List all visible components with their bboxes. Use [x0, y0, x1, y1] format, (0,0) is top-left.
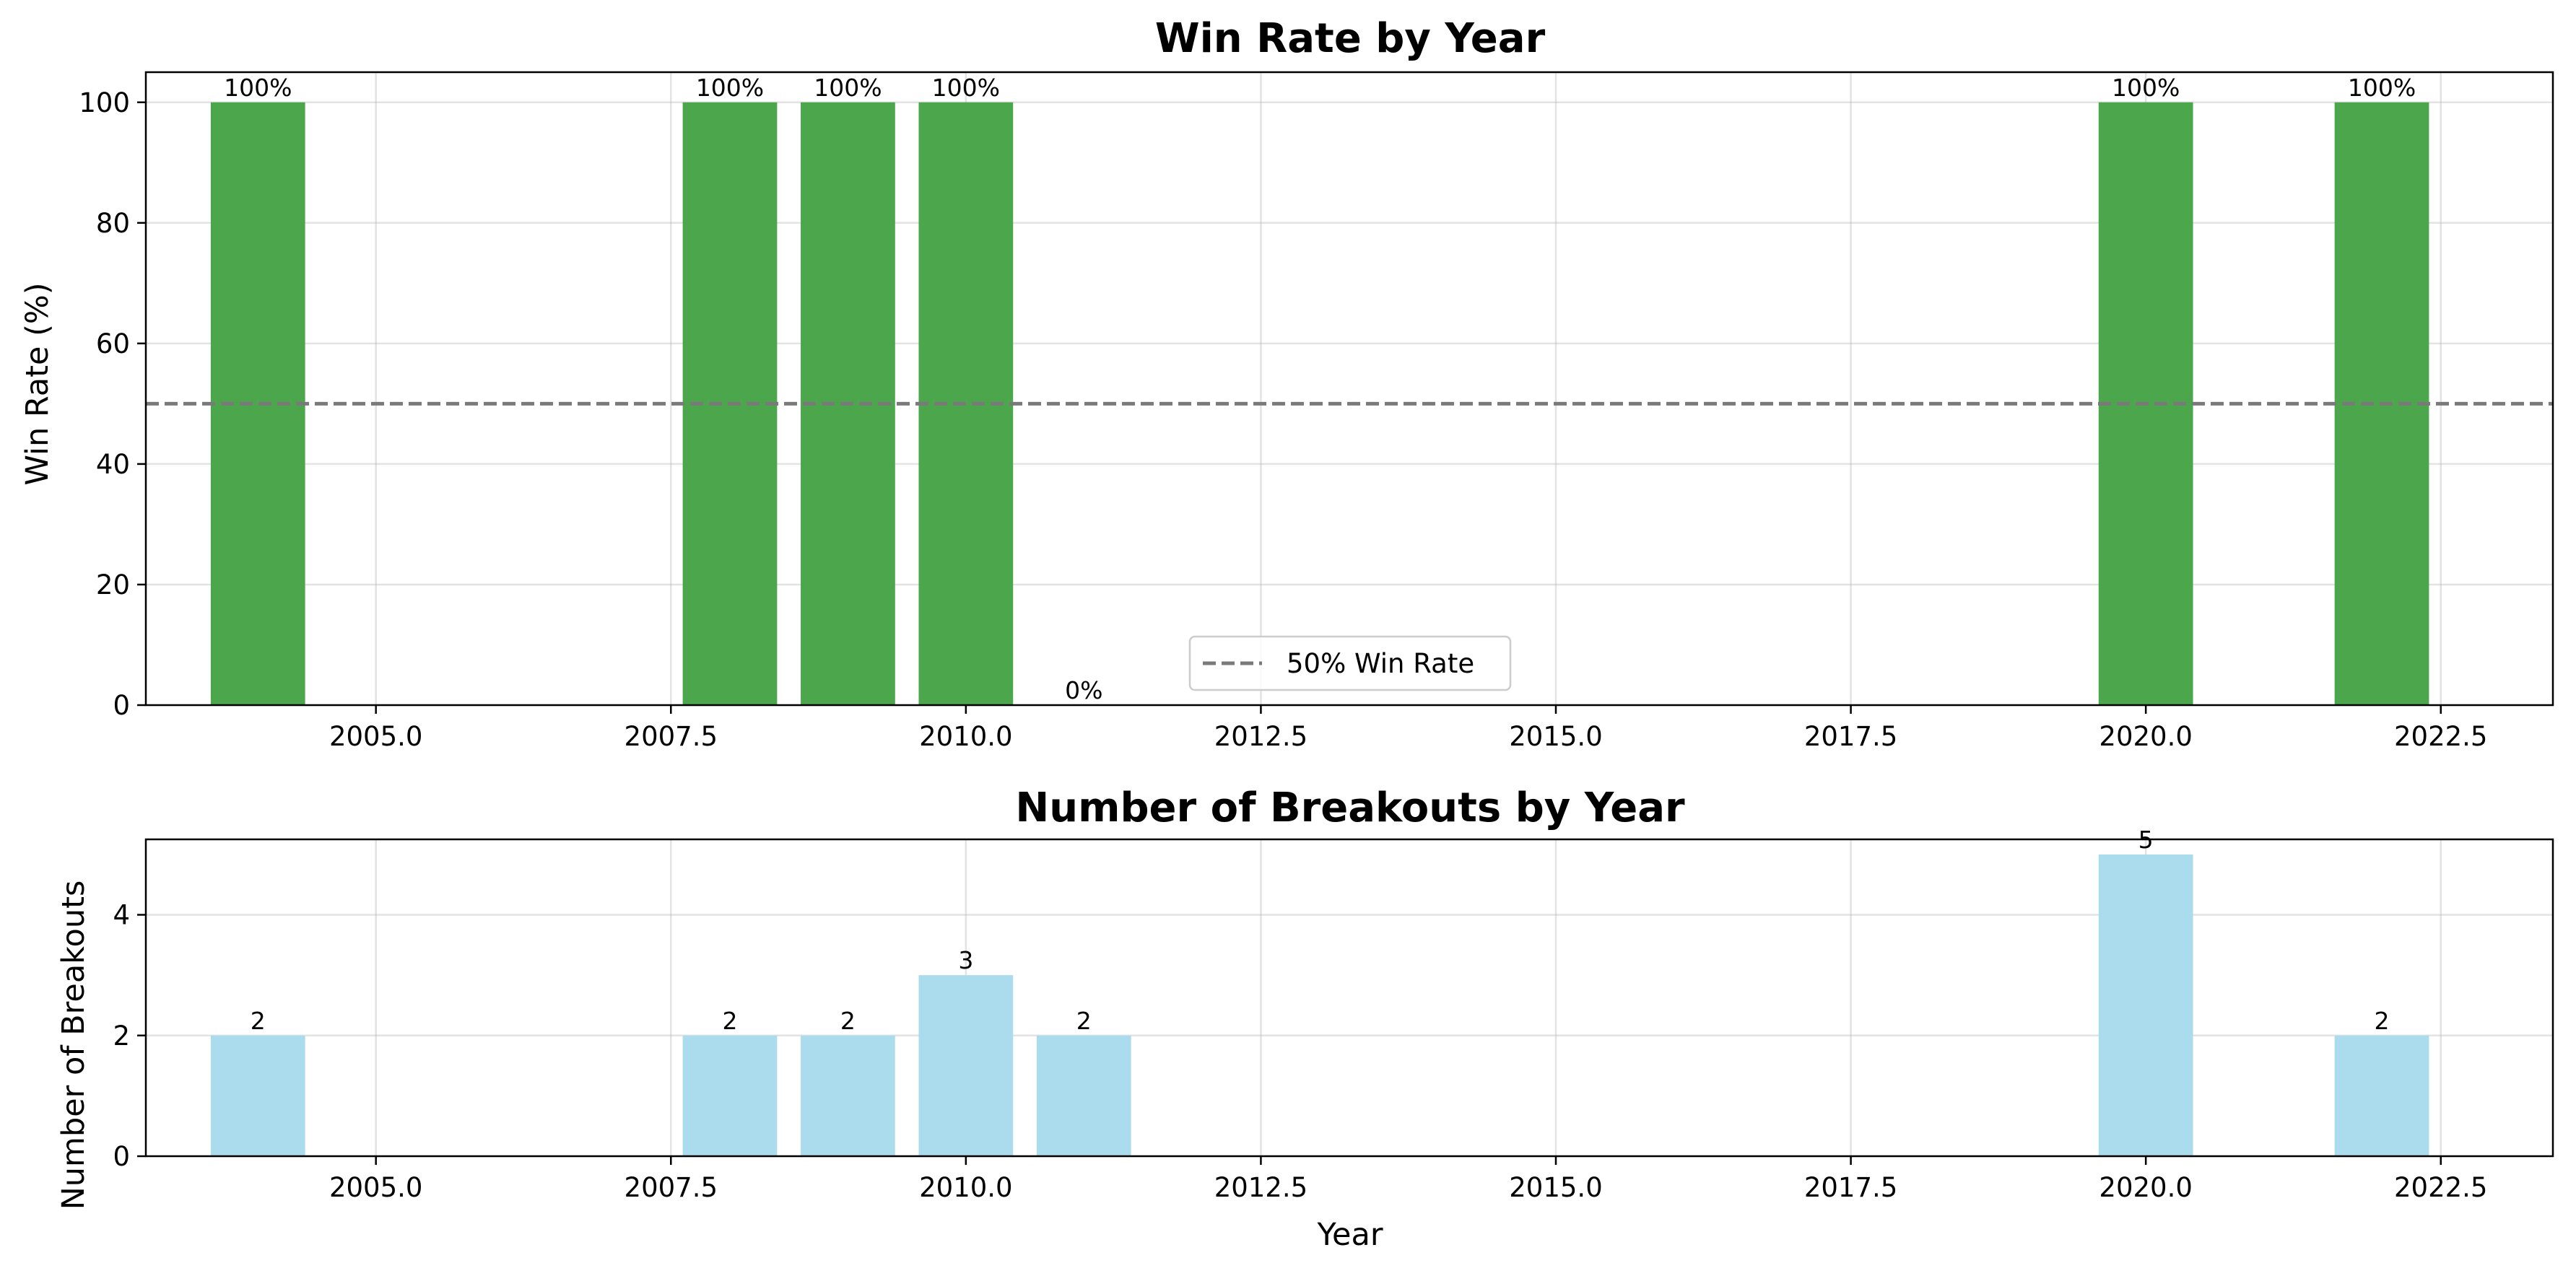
- win-rate-bar-value-label: 100%: [224, 74, 292, 102]
- win-rate-bar-value-label: 100%: [2112, 74, 2180, 102]
- breakouts-chart-title: Number of Breakouts by Year: [1015, 785, 1685, 831]
- breakouts-ticks: 2005.0 2007.5 2010.0 2012.5 2015.0 2017.5 2020…: [113, 900, 2487, 1203]
- win-rate-bar-value-label: 100%: [814, 74, 882, 102]
- win-rate-plot-frame: [144, 71, 2554, 707]
- breakouts-plot-frame: [144, 838, 2554, 1158]
- breakouts-bar: [1036, 1035, 1131, 1156]
- win-rate-x-tick-label: 2010.0: [919, 721, 1012, 752]
- breakouts-x-tick-label: 2020.0: [2099, 1172, 2192, 1203]
- breakouts-y-axis-label: Number of Breakouts: [56, 880, 92, 1210]
- win-rate-bar-value-label: 100%: [696, 74, 764, 102]
- breakouts-bar: [2098, 854, 2193, 1156]
- breakouts-chart: Number of Breakouts by Year Number of Br…: [56, 785, 2554, 1253]
- win-rate-chart-title: Win Rate by Year: [1155, 15, 1546, 62]
- win-rate-y-tick-label: 60: [96, 328, 130, 359]
- win-rate-x-tick-label: 2005.0: [329, 721, 422, 752]
- breakouts-x-tick-label: 2007.5: [625, 1172, 718, 1203]
- breakouts-y-tick-label: 2: [113, 1021, 130, 1052]
- breakouts-bar-value-label: 3: [958, 946, 973, 974]
- legend-entry-label: 50% Win Rate: [1287, 648, 1474, 679]
- breakouts-x-tick-label: 2017.5: [1804, 1172, 1897, 1203]
- win-rate-y-tick-label: 100: [79, 87, 130, 118]
- win-rate-bar-value-label: 100%: [2348, 74, 2416, 102]
- win-rate-x-tick-label: 2022.5: [2394, 721, 2487, 752]
- win-rate-y-tick-label: 80: [96, 208, 130, 239]
- breakouts-bar-value-label: 2: [251, 1007, 266, 1035]
- win-rate-y-tick-label: 20: [96, 569, 130, 600]
- win-rate-ticks: 2005.0 2007.5 2010.0 2012.5 2015.0 2017.5 2020…: [79, 87, 2487, 752]
- win-rate-y-tick-label: 0: [113, 690, 130, 721]
- breakouts-y-tick-label: 0: [113, 1141, 130, 1172]
- win-rate-x-tick-label: 2015.0: [1509, 721, 1602, 752]
- win-rate-data-labels: 100% 100% 100% 100% 0% 100% 100%: [224, 74, 2416, 704]
- breakouts-bar: [682, 1035, 778, 1156]
- breakouts-x-tick-label: 2010.0: [919, 1172, 1012, 1203]
- win-rate-x-tick-label: 2020.0: [2099, 721, 2192, 752]
- win-rate-y-axis-label: Win Rate (%): [19, 282, 56, 485]
- win-rate-x-tick-label: 2012.5: [1214, 721, 1307, 752]
- breakouts-x-tick-label: 2012.5: [1214, 1172, 1307, 1203]
- breakouts-bar: [801, 1035, 895, 1156]
- breakouts-x-tick-label: 2005.0: [329, 1172, 422, 1203]
- breakouts-bar: [918, 975, 1014, 1156]
- win-rate-x-tick-label: 2017.5: [1804, 721, 1897, 752]
- win-rate-bar-value-label: 100%: [932, 74, 1000, 102]
- breakouts-bar: [210, 1035, 305, 1156]
- breakouts-x-axis-label: Year: [1316, 1217, 1383, 1253]
- breakouts-bar-value-label: 2: [1076, 1007, 1092, 1035]
- win-rate-legend: 50% Win Rate: [1188, 635, 1512, 691]
- breakouts-bar-value-label: 2: [2375, 1007, 2390, 1035]
- breakouts-bar-value-label: 2: [840, 1007, 856, 1035]
- breakouts-y-tick-label: 4: [113, 900, 130, 931]
- breakouts-x-tick-label: 2022.5: [2394, 1172, 2487, 1203]
- breakouts-x-tick-label: 2015.0: [1509, 1172, 1602, 1203]
- breakouts-bars: [210, 854, 2429, 1156]
- win-rate-chart: Win Rate by Year Win Rate (%) 100% 100% 10…: [19, 15, 2554, 752]
- breakouts-bar-value-label: 2: [722, 1007, 737, 1035]
- win-rate-bar-value-label: 0%: [1065, 676, 1102, 704]
- win-rate-y-tick-label: 40: [96, 449, 130, 480]
- win-rate-x-tick-label: 2007.5: [625, 721, 718, 752]
- breakouts-bar: [2334, 1035, 2429, 1156]
- legend-box: [1188, 635, 1512, 691]
